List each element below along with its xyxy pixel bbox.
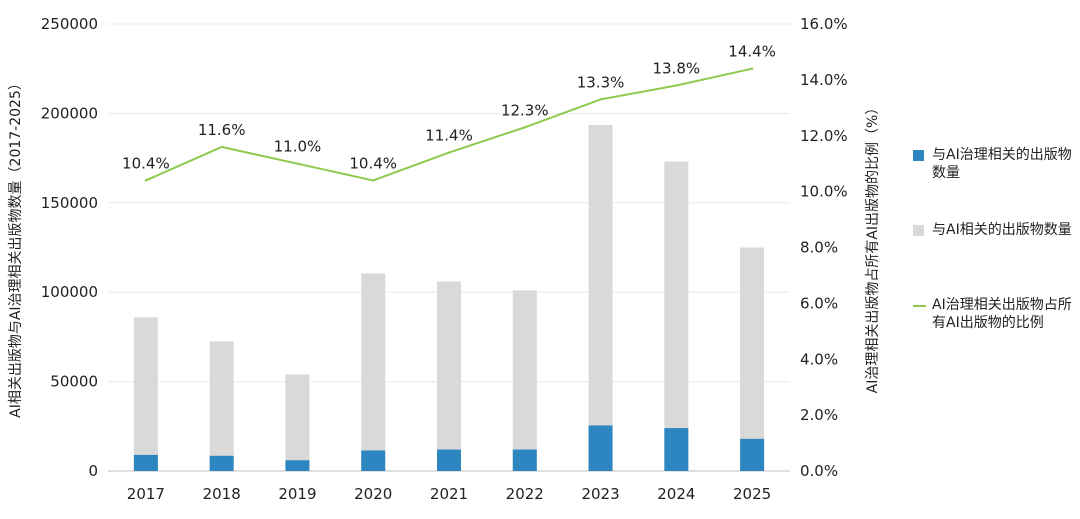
bar-ai-governance-publications: [664, 428, 689, 471]
x-tick-label: 2018: [203, 485, 241, 503]
bar-ai-governance-publications: [209, 455, 234, 471]
ratio-data-label: 11.4%: [425, 127, 473, 145]
bar-ai-governance-publications: [361, 450, 386, 471]
right-tick-label: 6.0%: [800, 294, 838, 312]
right-tick-label: 4.0%: [800, 350, 838, 368]
ratio-data-label: 10.4%: [122, 154, 170, 172]
x-tick-label: 2019: [278, 485, 316, 503]
bar-ai-publications: [740, 247, 765, 471]
x-tick-label: 2023: [581, 485, 619, 503]
right-tick-label: 10.0%: [800, 183, 848, 201]
legend-label-gov-bar: 与AI治理相关的出版物数量: [932, 147, 1072, 181]
bar-ai-publications: [285, 374, 310, 471]
x-tick-label: 2021: [430, 485, 468, 503]
ratio-point: [220, 145, 223, 149]
left-tick-label: 0: [88, 462, 98, 480]
ratio-data-label: 10.4%: [349, 154, 397, 172]
left-tick-label: 200000: [41, 104, 98, 122]
ratio-point: [447, 151, 451, 154]
right-tick-label: 12.0%: [800, 127, 848, 145]
right-tick-label: 2.0%: [800, 406, 838, 424]
left-tick-label: 250000: [41, 15, 98, 33]
ratio-line: [144, 67, 754, 182]
bar-ai-publications: [209, 341, 234, 471]
bar-ai-governance-publications: [588, 425, 613, 471]
bars: [133, 125, 765, 471]
bar-ai-publications: [437, 281, 461, 471]
legend-swatch-blue: [913, 150, 924, 161]
left-tick-label: 150000: [41, 194, 98, 212]
bar-ai-publications: [512, 290, 537, 471]
bar-ai-governance-publications: [133, 454, 158, 471]
left-axis-title: AI相关出版物与AI治理相关出版物数量（2017-2025）: [8, 76, 24, 418]
x-tick-label: 2020: [354, 485, 392, 503]
ratio-data-label: 13.3%: [577, 73, 625, 91]
ratio-point: [144, 179, 148, 182]
right-tick-label: 16.0%: [800, 15, 848, 33]
left-axis-ticks: 0 50000 100000 150000 200000 250000: [41, 15, 98, 480]
right-tick-label: 0.0%: [800, 462, 838, 480]
x-tick-label: 2017: [127, 485, 165, 503]
ratio-point: [750, 67, 754, 70]
bar-ai-publications: [133, 317, 158, 471]
ratio-point: [296, 162, 299, 165]
right-axis-title: AI治理相关出版物占所有AI出版物的比例（%）: [865, 101, 881, 394]
ratio-data-label: 11.6%: [198, 121, 246, 139]
bar-ai-governance-publications: [437, 449, 461, 471]
ratio-point: [675, 84, 678, 87]
ratio-point: [523, 126, 526, 129]
x-axis-ticks: 2017 2018 2019 2020 2021 2022 2023 2024 2025: [127, 485, 771, 503]
x-tick-label: 2022: [506, 485, 544, 503]
left-tick-label: 100000: [41, 283, 98, 301]
left-tick-label: 50000: [50, 373, 98, 391]
legend-label-line: AI治理相关出版物占所有AI出版物的比例: [932, 297, 1072, 331]
bar-ai-governance-publications: [740, 438, 765, 471]
legend-swatch-green-line: [913, 305, 926, 307]
right-tick-label: 8.0%: [800, 239, 838, 257]
ratio-data-label: 12.3%: [501, 101, 549, 119]
ratio-data-label: 14.4%: [728, 43, 776, 61]
legend-label-ai-bar: 与AI相关的出版物数量: [932, 222, 1072, 238]
ratio-point: [372, 179, 375, 182]
x-tick-label: 2025: [733, 485, 771, 503]
ratio-data-label: 13.8%: [653, 59, 701, 77]
ratio-point: [599, 98, 602, 101]
ratio-data-label: 11.0%: [274, 138, 322, 156]
legend-swatch-gray: [913, 225, 924, 236]
bar-ai-publications: [588, 125, 613, 471]
data-labels: 10.4% 11.6% 11.0% 10.4% 11.4% 12.3% 13.3% 13.8%…: [122, 43, 776, 173]
x-tick-label: 2024: [657, 485, 695, 503]
bar-ai-publications: [361, 273, 386, 471]
bar-ai-publications: [664, 161, 689, 471]
right-tick-label: 14.0%: [800, 71, 848, 89]
bar-ai-governance-publications: [512, 449, 537, 471]
bar-ai-governance-publications: [285, 460, 310, 471]
right-axis-ticks: 0.0% 2.0% 4.0% 6.0% 8.0% 10.0% 12.0% 14.0% 16.0%: [800, 15, 848, 480]
